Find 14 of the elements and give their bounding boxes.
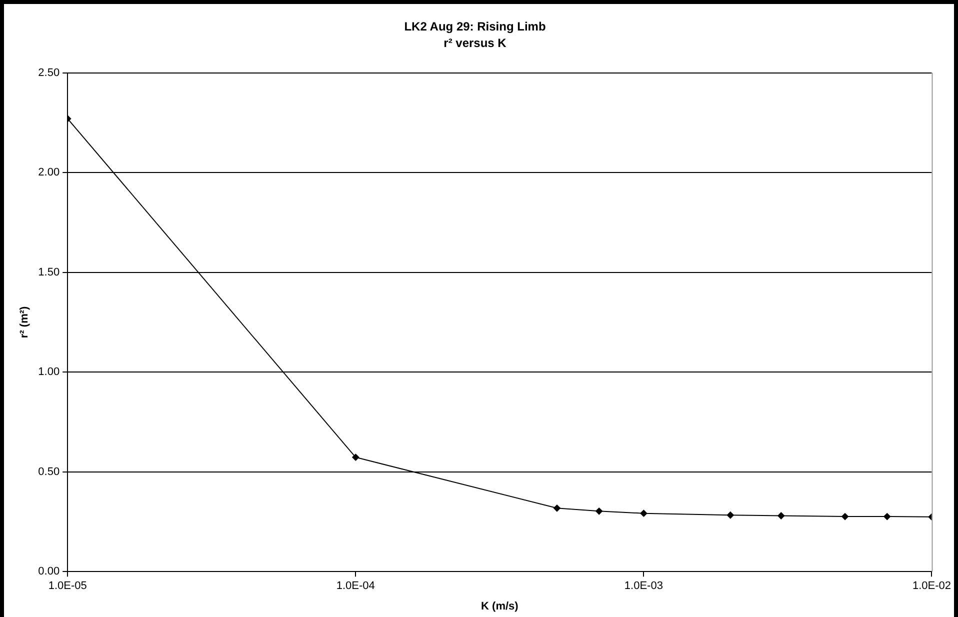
y-axis-title: r² (m²) [18,306,31,338]
y-tick-label: 1.50 [38,266,60,278]
x-tick-label: 1.0E-04 [336,580,375,592]
x-tick-label: 1.0E-03 [624,580,663,592]
y-tick-label: 0.00 [38,566,60,578]
chart-subtitle: r² versus K [444,36,507,50]
x-tick-label: 1.0E-02 [912,580,951,592]
y-tick-label: 1.00 [38,366,60,378]
x-axis-title: K (m/s) [481,600,519,612]
y-tick-label: 0.50 [38,466,60,478]
x-tick-label: 1.0E-05 [48,580,87,592]
y-tick-label: 2.50 [38,66,60,79]
chart-title: LK2 Aug 29: Rising Limb [404,20,546,34]
y-tick-label: 2.00 [38,166,60,179]
